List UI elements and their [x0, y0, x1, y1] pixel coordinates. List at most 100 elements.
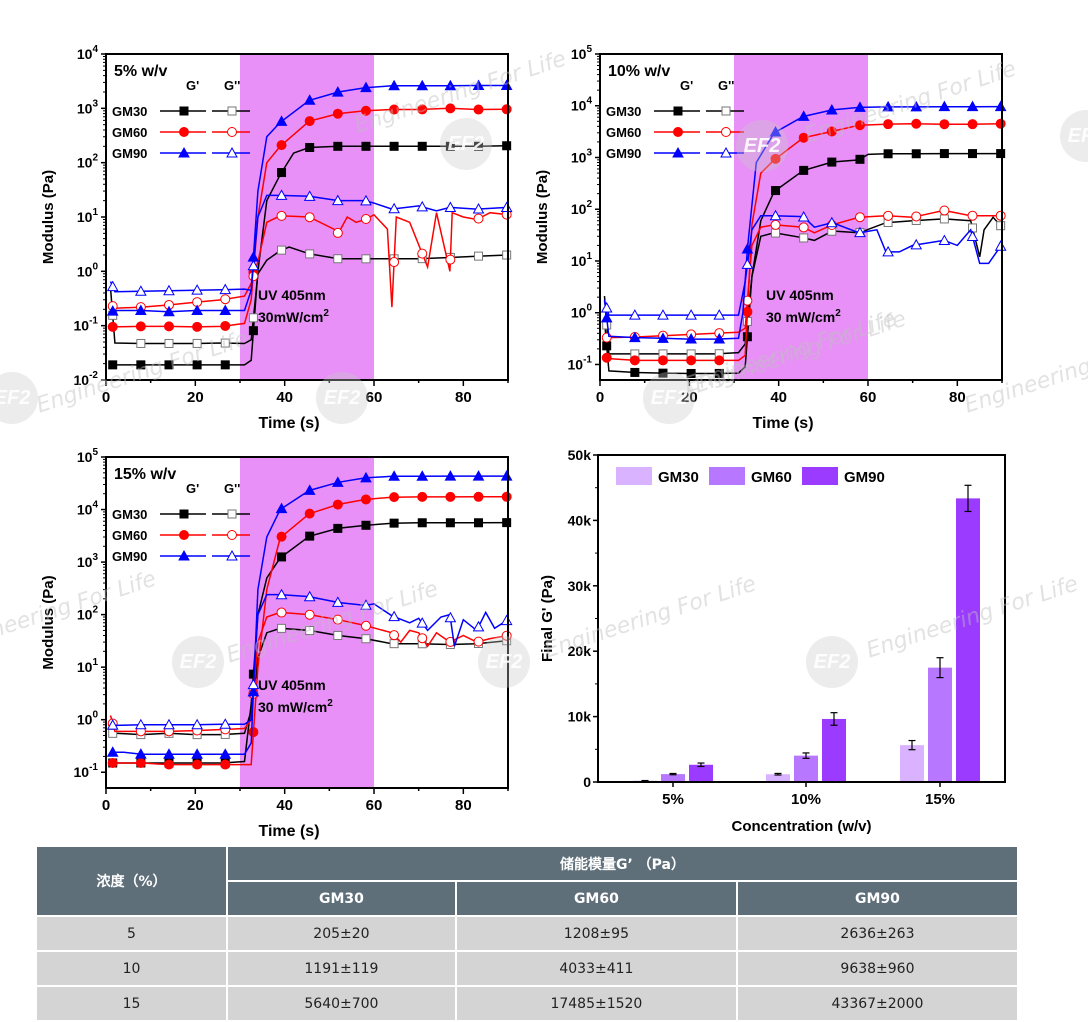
x-tick-label: 5%: [662, 791, 684, 808]
y-tick-label: 103: [77, 98, 99, 116]
square-marker: [305, 531, 315, 541]
square-marker: [502, 141, 512, 151]
x-tick-label: 80: [455, 797, 472, 814]
triangle-marker: [275, 189, 288, 200]
triangle-marker: [444, 611, 457, 623]
bar-chart: 5% 10% 15% 0 10k 20k 30k 40k 50k Concentration (w…: [539, 447, 1006, 835]
x-tick-label: 60: [366, 797, 383, 814]
value-cell: 1191±119: [226, 950, 457, 987]
square-marker: [227, 106, 237, 116]
circle-marker: [883, 119, 894, 130]
series-GM60-storage: [107, 103, 512, 332]
x-tick-label: 0: [102, 797, 110, 814]
triangle-marker: [303, 590, 316, 602]
circle-marker: [995, 118, 1006, 129]
line-chart-top-right: 10-1 100 101 102 103 104 105 0 20 40 60 80 Time (s) M…: [534, 44, 1007, 432]
legend-header-loss: G'': [224, 481, 240, 496]
circle-marker: [360, 494, 371, 505]
square-marker: [164, 338, 174, 348]
line-chart-bottom-left: 10-1 100 101 102 103 104 105 0 20 40 60 80 Time (s) M…: [40, 447, 513, 840]
x-axis-label: Time (s): [258, 823, 319, 840]
circle-marker: [445, 491, 456, 502]
legend-label-gm30: GM30: [606, 104, 641, 119]
circle-marker: [770, 219, 781, 230]
square-marker: [305, 626, 315, 636]
triangle-marker: [226, 549, 238, 561]
y-tick-label: 103: [571, 147, 593, 165]
x-tick-label: 20: [187, 389, 204, 406]
x-axis-label: Time (s): [258, 415, 319, 432]
triangle-marker: [628, 309, 641, 320]
circle-marker: [629, 355, 640, 366]
value-cell: 1208±95: [454, 915, 738, 952]
triangle-marker: [191, 748, 203, 759]
x-tick-label: 40: [770, 389, 787, 406]
square-marker: [192, 360, 202, 370]
square-marker: [361, 634, 371, 644]
square-marker: [136, 360, 146, 370]
square-marker: [220, 338, 230, 348]
square-marker: [305, 249, 315, 259]
legend-header-storage: G': [680, 78, 693, 93]
square-marker: [389, 639, 399, 649]
circle-marker: [276, 607, 287, 618]
triangle-marker: [938, 234, 951, 246]
square-marker: [445, 518, 455, 528]
circle-marker: [601, 332, 612, 343]
triangle-marker: [600, 301, 613, 313]
square-marker: [996, 149, 1006, 159]
square-marker: [333, 254, 343, 264]
circle-marker: [220, 759, 231, 770]
circle-marker: [883, 210, 894, 221]
concentration-header: 浓度（%）: [35, 845, 228, 917]
square-marker: [939, 214, 949, 224]
circle-marker: [854, 120, 865, 131]
square-marker: [742, 332, 752, 342]
square-marker: [333, 523, 343, 533]
y-tick-label: 101: [571, 251, 593, 269]
x-axis-label: Concentration (w/v): [731, 818, 871, 835]
triangle-marker: [910, 100, 923, 112]
y-tick-label: 20k: [568, 643, 592, 659]
legend-label-gm60: GM60: [112, 125, 147, 140]
circle-marker: [332, 227, 343, 238]
triangle-marker: [672, 146, 684, 158]
circle-marker: [967, 119, 978, 130]
circle-marker: [911, 118, 922, 129]
circle-marker: [967, 210, 978, 221]
triangle-marker: [769, 126, 782, 137]
y-tick-label: 40k: [568, 512, 592, 528]
circle-marker: [473, 104, 484, 115]
bar-gm90-5pct: [689, 764, 713, 782]
triangle-marker: [331, 86, 344, 97]
circle-marker: [389, 630, 400, 641]
series-GM30-storage: [108, 141, 512, 370]
legend-label-gm90: GM90: [844, 469, 885, 486]
circle-marker: [826, 126, 837, 137]
triangle-marker: [416, 470, 429, 481]
x-tick-label: 60: [366, 389, 383, 406]
square-marker: [305, 143, 315, 153]
triangle-marker: [388, 470, 400, 481]
triangle-marker: [191, 284, 203, 295]
value-cell: 205±20: [226, 915, 457, 952]
x-tick-label: 0: [596, 389, 604, 406]
triangle-marker: [134, 304, 147, 316]
triangle-marker: [910, 238, 923, 250]
value-cell: 9638±960: [735, 950, 1020, 987]
circle-marker: [854, 212, 865, 223]
square-marker: [502, 250, 512, 260]
uv-annotation-wavelength: UV 405nm: [766, 287, 834, 303]
circle-marker: [417, 633, 428, 644]
triangle-marker: [219, 304, 232, 316]
square-marker: [192, 338, 202, 348]
circle-marker: [276, 210, 287, 221]
y-axis-label: Final G' (Pa): [539, 575, 556, 662]
uv-annotation-wavelength: UV 405nm: [258, 287, 326, 303]
uv-annotation-wavelength: UV 405nm: [258, 677, 326, 693]
circle-marker: [163, 321, 174, 332]
triangle-marker: [219, 718, 232, 729]
square-marker: [248, 326, 258, 336]
circle-marker: [473, 636, 484, 647]
y-tick-label: 102: [77, 605, 99, 623]
